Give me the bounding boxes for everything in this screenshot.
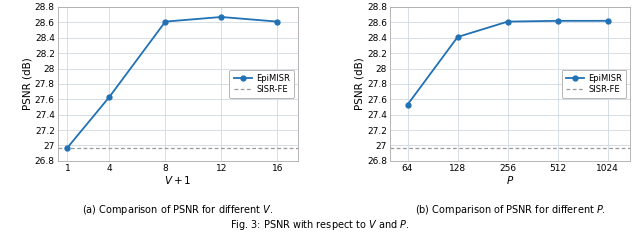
X-axis label: $V+1$: $V+1$ (164, 174, 192, 186)
X-axis label: $P$: $P$ (506, 174, 514, 186)
EpiMISR (273, 20, 281, 23)
Text: (a) Comparison of PSNR for different $V$.: (a) Comparison of PSNR for different $V$… (82, 203, 274, 217)
Y-axis label: PSNR (dB): PSNR (dB) (22, 58, 32, 110)
EpiMISR (106, 96, 113, 98)
SISR-FE (63, 146, 71, 149)
EpiMISR (404, 103, 412, 106)
SISR-FE (103, 146, 111, 149)
Legend: EpiMISR, SISR-FE: EpiMISR, SISR-FE (229, 70, 294, 98)
EpiMISR (604, 19, 612, 22)
Text: Fig. 3: PSNR with respect to $V$ and $P$.: Fig. 3: PSNR with respect to $V$ and $P$… (230, 218, 410, 232)
Line: EpiMISR: EpiMISR (405, 18, 611, 107)
SISR-FE (49, 146, 57, 149)
EpiMISR (218, 16, 225, 18)
Legend: EpiMISR, SISR-FE: EpiMISR, SISR-FE (561, 70, 626, 98)
EpiMISR (454, 36, 461, 38)
EpiMISR (63, 146, 71, 149)
Y-axis label: PSNR (dB): PSNR (dB) (354, 58, 364, 110)
EpiMISR (504, 20, 511, 23)
Line: EpiMISR: EpiMISR (65, 14, 280, 150)
EpiMISR (161, 20, 169, 23)
Text: (b) Comparison of PSNR for different $P$.: (b) Comparison of PSNR for different $P$… (415, 203, 605, 217)
EpiMISR (554, 19, 561, 22)
